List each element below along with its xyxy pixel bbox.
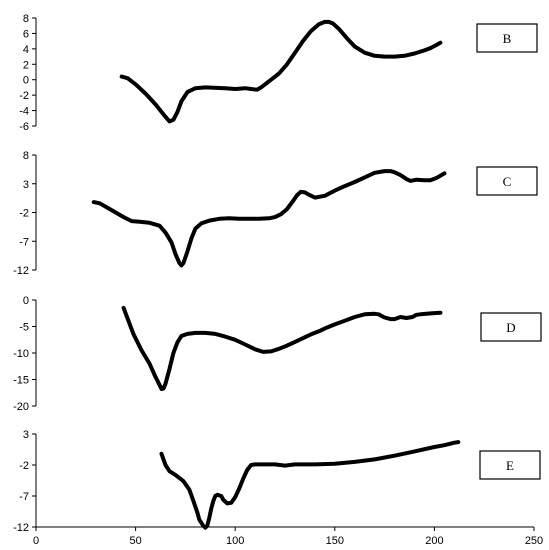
- legend-label-e: E: [506, 458, 514, 473]
- x-tick-label: 0: [33, 535, 39, 547]
- x-tick-label: 100: [226, 535, 244, 547]
- y-tick-label-b: 6: [23, 28, 29, 40]
- y-tick-label-e: -12: [13, 522, 29, 534]
- legend-box-d: [480, 312, 542, 342]
- y-tick-label-e: -2: [19, 460, 29, 472]
- legend-label-d: D: [506, 320, 515, 335]
- series-line-d: [121, 305, 443, 391]
- y-tick-label-d: 0: [23, 295, 29, 307]
- legend-box-c: [476, 166, 538, 196]
- series-line-b: [119, 19, 443, 124]
- y-tick-label-e: 3: [23, 429, 29, 441]
- series-line-c: [91, 169, 447, 268]
- x-tick-label: 200: [425, 535, 443, 547]
- legend-label-b: B: [503, 31, 512, 46]
- legend-box-b: [476, 23, 538, 53]
- y-tick-label-b: -6: [19, 121, 29, 133]
- y-tick-label-b: 0: [23, 75, 29, 87]
- y-tick-label-d: -10: [13, 348, 29, 360]
- y-tick-label-d: -5: [19, 322, 29, 334]
- series-line-e: [159, 440, 461, 530]
- y-tick-label-c: -7: [19, 236, 29, 248]
- y-tick-label-c: 8: [23, 150, 29, 162]
- y-tick-label-c: -12: [13, 265, 29, 277]
- y-tick-label-d: -20: [13, 401, 29, 413]
- y-tick-label-b: 4: [23, 44, 29, 56]
- y-tick-label-e: -7: [19, 491, 29, 503]
- y-tick-label-d: -15: [13, 375, 29, 387]
- y-tick-label-b: -4: [19, 106, 29, 118]
- y-tick-label-b: -2: [19, 90, 29, 102]
- y-tick-label-b: 2: [23, 59, 29, 71]
- y-tick-label-c: 3: [23, 179, 29, 191]
- x-tick-label: 250: [525, 535, 543, 547]
- x-tick-label: 50: [129, 535, 141, 547]
- y-tick-label-b: 8: [23, 13, 29, 25]
- legend-box-e: [479, 450, 541, 480]
- y-tick-label-c: -2: [19, 208, 29, 220]
- legend-label-c: C: [503, 174, 512, 189]
- x-tick-label: 150: [326, 535, 344, 547]
